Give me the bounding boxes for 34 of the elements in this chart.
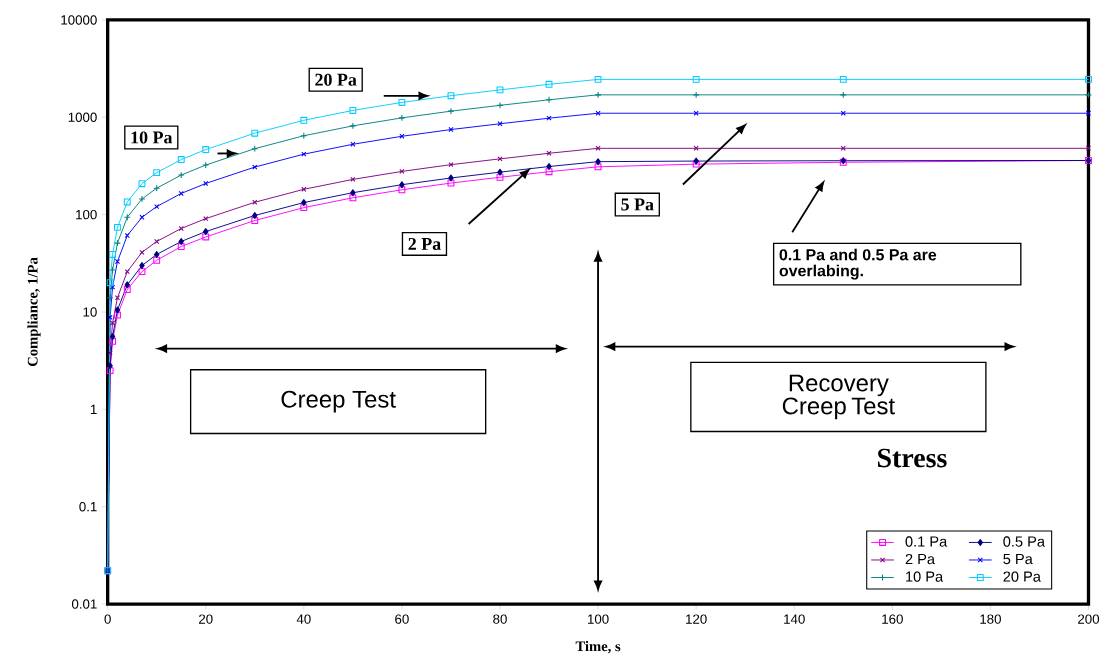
x-axis-title: Time, s (575, 641, 621, 654)
y-tick-label: 10000 (61, 15, 97, 25)
legend-label: 10 Pa (906, 571, 944, 582)
x-tick-label: 100 (588, 614, 609, 624)
annotation: Creep Test (281, 390, 396, 413)
x-tick-label: 80 (493, 614, 507, 624)
annotation: 0.1 Pa and 0.5 Pa are overlabing. (779, 248, 937, 280)
x-tick-label: 180 (980, 614, 1001, 624)
annotation: Recovery Creep Test (782, 374, 895, 420)
annotation: 20 Pa (315, 73, 357, 86)
y-tick-label: 0.01 (71, 599, 97, 609)
x-tick-label: 160 (882, 614, 903, 624)
annotation: 2 Pa (408, 237, 441, 251)
annotation: 5 Pa (621, 198, 654, 211)
legend-title: Stress (878, 448, 947, 468)
x-tick-label: 40 (296, 614, 311, 624)
annotation: 10 Pa (131, 131, 173, 144)
y-tick-label: 1 (90, 404, 97, 414)
legend-label: 2 Pa (905, 553, 936, 565)
legend-label: 5 Pa (1003, 554, 1033, 565)
x-tick-label: 60 (395, 614, 409, 624)
x-tick-label: 200 (1078, 614, 1100, 624)
y-axis-title: Compliance, 1/Pa (27, 257, 41, 367)
y-tick-label: 1000 (68, 112, 97, 123)
legend-label: 0.5 Pa (1003, 536, 1045, 547)
y-tick-label: 10 (83, 307, 97, 317)
legend-label: 20 Pa (1003, 571, 1041, 582)
y-tick-label: 0.1 (79, 502, 97, 512)
x-tick-label: 0 (104, 614, 111, 624)
legend-label: 0.1 Pa (905, 536, 948, 547)
x-tick-label: 20 (199, 614, 213, 624)
x-tick-label: 140 (784, 614, 805, 624)
x-tick-label: 120 (686, 614, 707, 624)
y-tick-label: 100 (76, 210, 97, 220)
